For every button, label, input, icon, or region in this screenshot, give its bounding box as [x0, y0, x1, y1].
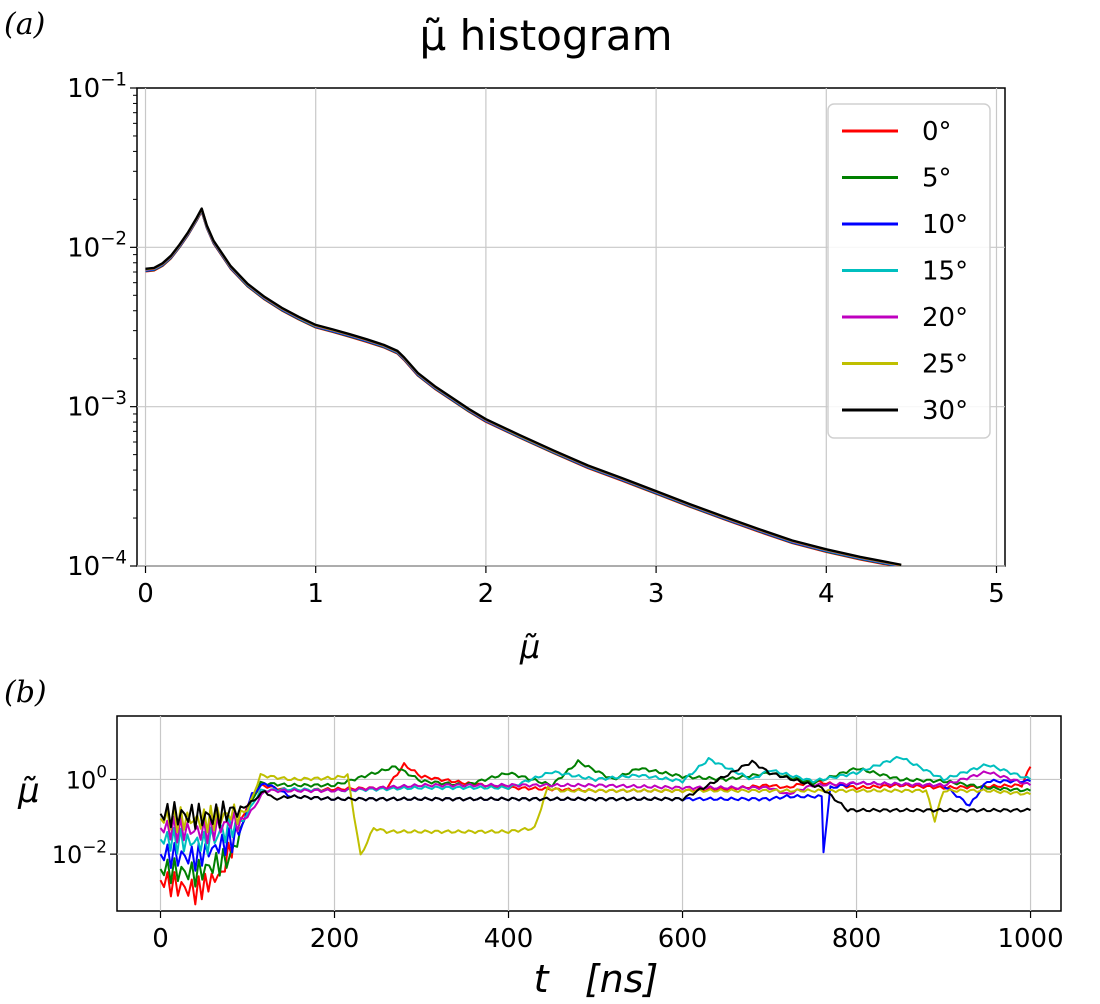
xtick-a-label: 5	[988, 579, 1005, 609]
plot-b-yticks: 100 10−2	[52, 762, 117, 869]
plot-b-grid	[117, 716, 1061, 911]
xtick-a-label: 3	[648, 579, 665, 609]
series-a-5°	[145, 209, 902, 566]
plot-b: 0 200 400 600 800 1000 100 10−2 μ̃ t [ns]	[17, 715, 1064, 1001]
series-a-25°	[145, 207, 902, 566]
series-a-20°	[145, 208, 902, 566]
plot-a-grid	[137, 88, 1005, 567]
chart-a-xlabel: μ̃	[519, 628, 540, 666]
series-b-10°	[159, 778, 1031, 872]
legend-label: 15°	[922, 257, 968, 287]
xtick-b-label: 600	[658, 924, 708, 954]
legend-label: 0°	[922, 117, 952, 147]
series-b-30°	[159, 759, 1031, 830]
series-a-30°	[145, 207, 902, 566]
xtick-a-label: 1	[307, 579, 324, 609]
legend-label: 20°	[922, 303, 968, 333]
plot-a-yticks: 10−1 10−2 10−3 10−4	[67, 69, 137, 582]
chart-b-ylabel: μ̃	[17, 771, 40, 811]
series-b-25°	[159, 773, 1031, 856]
plot-b-xticks: 0 200 400 600 800 1000	[152, 911, 1064, 954]
xtick-b-label: 800	[832, 924, 882, 954]
legend-box	[827, 103, 991, 439]
plot-a-lines	[145, 207, 902, 566]
series-a-0°	[145, 209, 901, 566]
ytick-a-label: 10−1	[67, 69, 127, 104]
series-b-5°	[159, 759, 1031, 888]
plot-b-lines	[159, 755, 1032, 906]
xtick-b-label: 0	[152, 924, 169, 954]
xtick-b-label: 200	[310, 924, 360, 954]
xtick-a-label: 2	[478, 579, 495, 609]
ytick-a-label: 10−2	[67, 229, 127, 264]
legend-label: 25°	[922, 350, 968, 380]
plot-a: 0 1 2 3 4 5 10−1 10−2 10−3 10−4 0° 5° 10° 15° 20° 25°…	[67, 69, 1006, 666]
legend-label: 30°	[922, 396, 968, 426]
panel-label-b: (b)	[4, 675, 47, 710]
xtick-a-label: 0	[137, 579, 154, 609]
ytick-b-label: 100	[66, 762, 107, 795]
legend-label: 5°	[922, 164, 952, 194]
plot-b-frame	[116, 715, 1062, 912]
series-a-10°	[145, 208, 902, 566]
xtick-b-label: 1000	[997, 924, 1063, 954]
series-b-20°	[159, 770, 1032, 845]
series-a-15°	[145, 208, 902, 566]
ytick-b-label: 10−2	[52, 836, 107, 869]
panel-label-a: (a)	[4, 7, 45, 42]
xtick-b-label: 400	[484, 924, 534, 954]
chart-b-xlabel: t [ns]	[534, 957, 659, 1001]
ytick-a-label: 10−3	[67, 388, 127, 423]
plot-a-legend: 0° 5° 10° 15° 20° 25° 30°	[827, 103, 991, 439]
legend-label: 10°	[922, 210, 968, 240]
plot-a-xticks: 0 1 2 3 4 5	[137, 566, 1005, 609]
chart-a-title: μ̃ histogram	[420, 11, 673, 60]
xtick-a-label: 4	[818, 579, 835, 609]
ytick-a-label: 10−4	[67, 547, 127, 582]
